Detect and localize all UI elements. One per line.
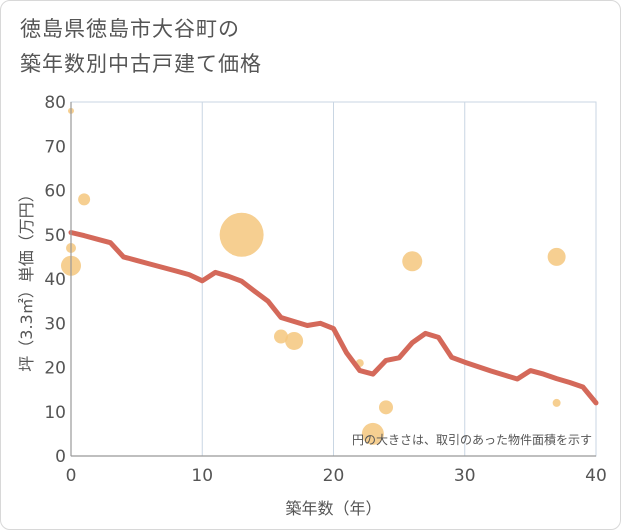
x-tick-label: 40 [585,466,607,486]
chart-title: 徳島県徳島市大谷町の 築年数別中古戸建て価格 [20,12,262,82]
y-tick-label: 20 [44,359,66,379]
data-bubble [552,398,561,407]
y-tick-label: 70 [44,137,66,157]
x-tick-label: 20 [323,466,345,486]
data-bubble [547,247,566,266]
x-tick-label: 10 [191,466,213,486]
data-bubble [402,251,423,272]
size-note: 円の大きさは、取引のあった物件面積を示す [352,432,592,447]
x-tick-label: 0 [66,466,77,486]
data-bubble [78,193,91,206]
y-tick-label: 60 [44,182,66,202]
x-tick-label: 30 [454,466,476,486]
chart-title-line2: 築年数別中古戸建て価格 [20,52,262,76]
y-tick-label: 40 [44,270,66,290]
data-bubble [379,400,393,415]
y-tick-label: 30 [44,314,66,334]
y-tick-label: 10 [44,403,66,423]
data-bubble [219,212,264,257]
x-axis-label: 築年数（年） [285,499,381,518]
y-axis-label: 坪（3.3㎡）単価（万円） [17,186,36,371]
y-tick-label: 80 [44,93,66,113]
chart-title-line1: 徳島県徳島市大谷町の [20,17,240,41]
trend-line [68,230,599,406]
data-bubble [361,422,384,445]
y-tick-label: 0 [55,447,66,467]
y-tick-label: 50 [44,226,66,246]
data-bubble [285,331,304,350]
data-bubble [274,329,288,344]
